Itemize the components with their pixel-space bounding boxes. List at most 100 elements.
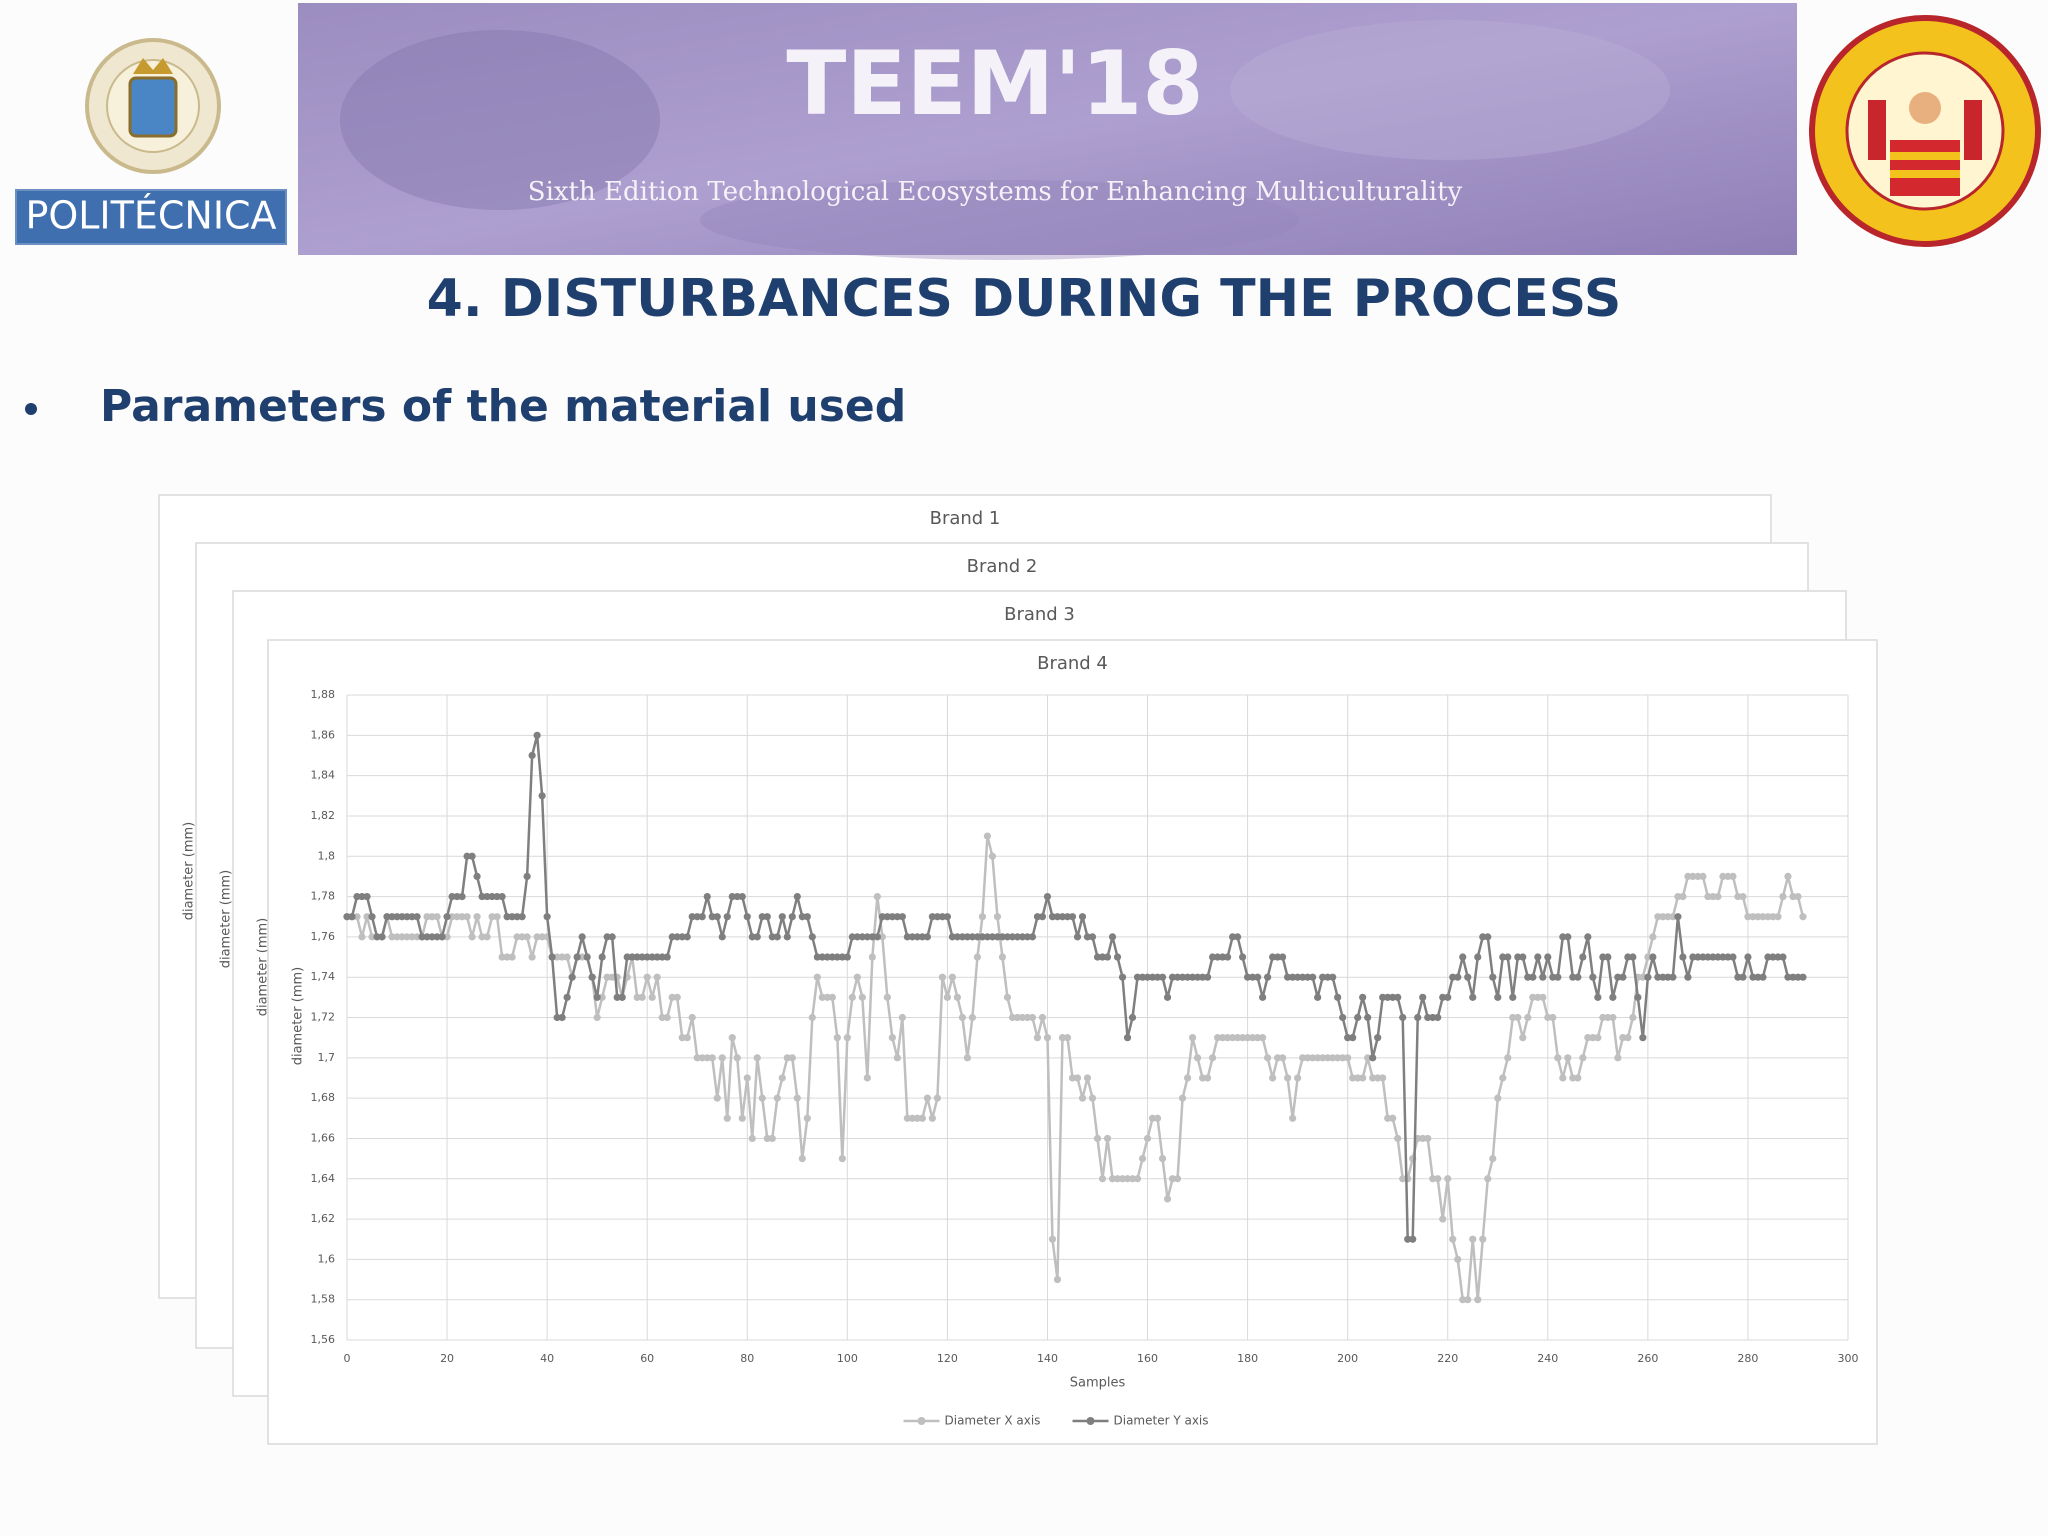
data-point	[1424, 1134, 1432, 1143]
data-point	[698, 913, 706, 921]
data-point	[1048, 913, 1057, 921]
data-point	[368, 933, 376, 941]
data-point	[758, 913, 766, 921]
data-point	[1123, 1175, 1132, 1183]
data-point	[363, 892, 371, 901]
data-point	[843, 1034, 851, 1042]
data-point	[1083, 1074, 1092, 1082]
data-point	[498, 892, 506, 901]
data-point	[1198, 973, 1207, 981]
data-point	[1699, 872, 1707, 881]
data-point	[1439, 993, 1447, 1001]
data-point	[1464, 1296, 1472, 1304]
data-point	[908, 933, 916, 941]
data-point	[1669, 913, 1677, 921]
banner-subtitle: Sixth Edition Technological Ecosystems f…	[528, 177, 1463, 207]
data-point	[443, 933, 451, 941]
data-point	[1479, 933, 1487, 941]
data-point	[1238, 953, 1247, 961]
data-point	[468, 852, 476, 860]
data-point	[1514, 953, 1522, 961]
data-point	[543, 913, 551, 921]
data-point	[1754, 973, 1762, 981]
series-line	[347, 735, 1803, 1241]
data-point	[788, 913, 796, 921]
data-point	[663, 953, 671, 961]
data-point	[1449, 1235, 1457, 1243]
data-point	[1739, 973, 1747, 981]
data-point	[1714, 892, 1722, 901]
data-point	[1639, 1034, 1647, 1042]
x-tick-label: 20	[440, 1352, 454, 1365]
data-point	[1374, 1074, 1382, 1082]
data-point	[1003, 993, 1012, 1001]
data-point	[1669, 973, 1677, 981]
data-point	[703, 1054, 711, 1062]
data-point	[1539, 993, 1547, 1001]
data-point	[1449, 973, 1457, 981]
x-tick-label: 40	[540, 1352, 554, 1365]
data-point	[1218, 953, 1227, 961]
data-point	[523, 933, 531, 941]
data-point	[1544, 953, 1552, 961]
data-point	[1223, 1034, 1232, 1042]
data-point	[698, 1054, 706, 1062]
data-point	[548, 953, 556, 961]
data-point	[1649, 933, 1657, 941]
data-point	[1594, 993, 1602, 1001]
data-point	[1644, 953, 1652, 961]
data-point	[1309, 973, 1317, 981]
data-point	[1274, 1054, 1282, 1062]
data-point	[1754, 913, 1762, 921]
data-point	[453, 913, 461, 921]
data-point	[1289, 973, 1297, 981]
data-point	[1163, 1195, 1172, 1203]
data-point	[428, 933, 436, 941]
data-point	[1128, 1175, 1137, 1183]
data-point	[1344, 1054, 1352, 1062]
data-point	[1309, 1054, 1317, 1062]
data-point	[1073, 933, 1082, 941]
data-point	[483, 933, 491, 941]
data-point	[538, 792, 546, 800]
data-point	[553, 1013, 561, 1022]
data-point	[443, 913, 451, 921]
data-point	[638, 993, 646, 1001]
data-point	[953, 993, 962, 1001]
data-point	[408, 913, 416, 921]
data-point	[1704, 892, 1712, 901]
data-point	[1639, 973, 1647, 981]
data-point	[1444, 993, 1452, 1001]
data-point	[1659, 913, 1667, 921]
data-point	[1489, 1154, 1497, 1163]
data-point	[1329, 973, 1337, 981]
data-point	[418, 933, 426, 941]
data-point	[888, 1034, 896, 1042]
data-point	[973, 953, 982, 961]
data-point	[1264, 973, 1272, 981]
data-point	[1739, 892, 1747, 901]
data-point	[1118, 1175, 1127, 1183]
data-point	[463, 852, 471, 860]
data-point	[578, 953, 586, 961]
data-point	[483, 892, 491, 901]
data-point	[1289, 1114, 1297, 1122]
chart-title: Brand 1	[930, 508, 1001, 529]
data-point	[1689, 872, 1697, 881]
data-point	[1374, 1034, 1382, 1042]
data-point	[1789, 973, 1797, 981]
data-point	[478, 892, 486, 901]
data-point	[648, 993, 656, 1001]
y-tick-label: 1,8	[318, 849, 336, 862]
data-point	[703, 892, 711, 901]
data-point	[1484, 1175, 1492, 1183]
data-point	[813, 953, 821, 961]
data-point	[608, 973, 616, 981]
data-point	[1779, 892, 1787, 901]
data-point	[1203, 973, 1212, 981]
data-point	[1048, 1235, 1057, 1243]
data-point	[1674, 892, 1682, 901]
data-point	[1113, 953, 1122, 961]
data-point	[838, 953, 846, 961]
data-point	[1744, 953, 1752, 961]
